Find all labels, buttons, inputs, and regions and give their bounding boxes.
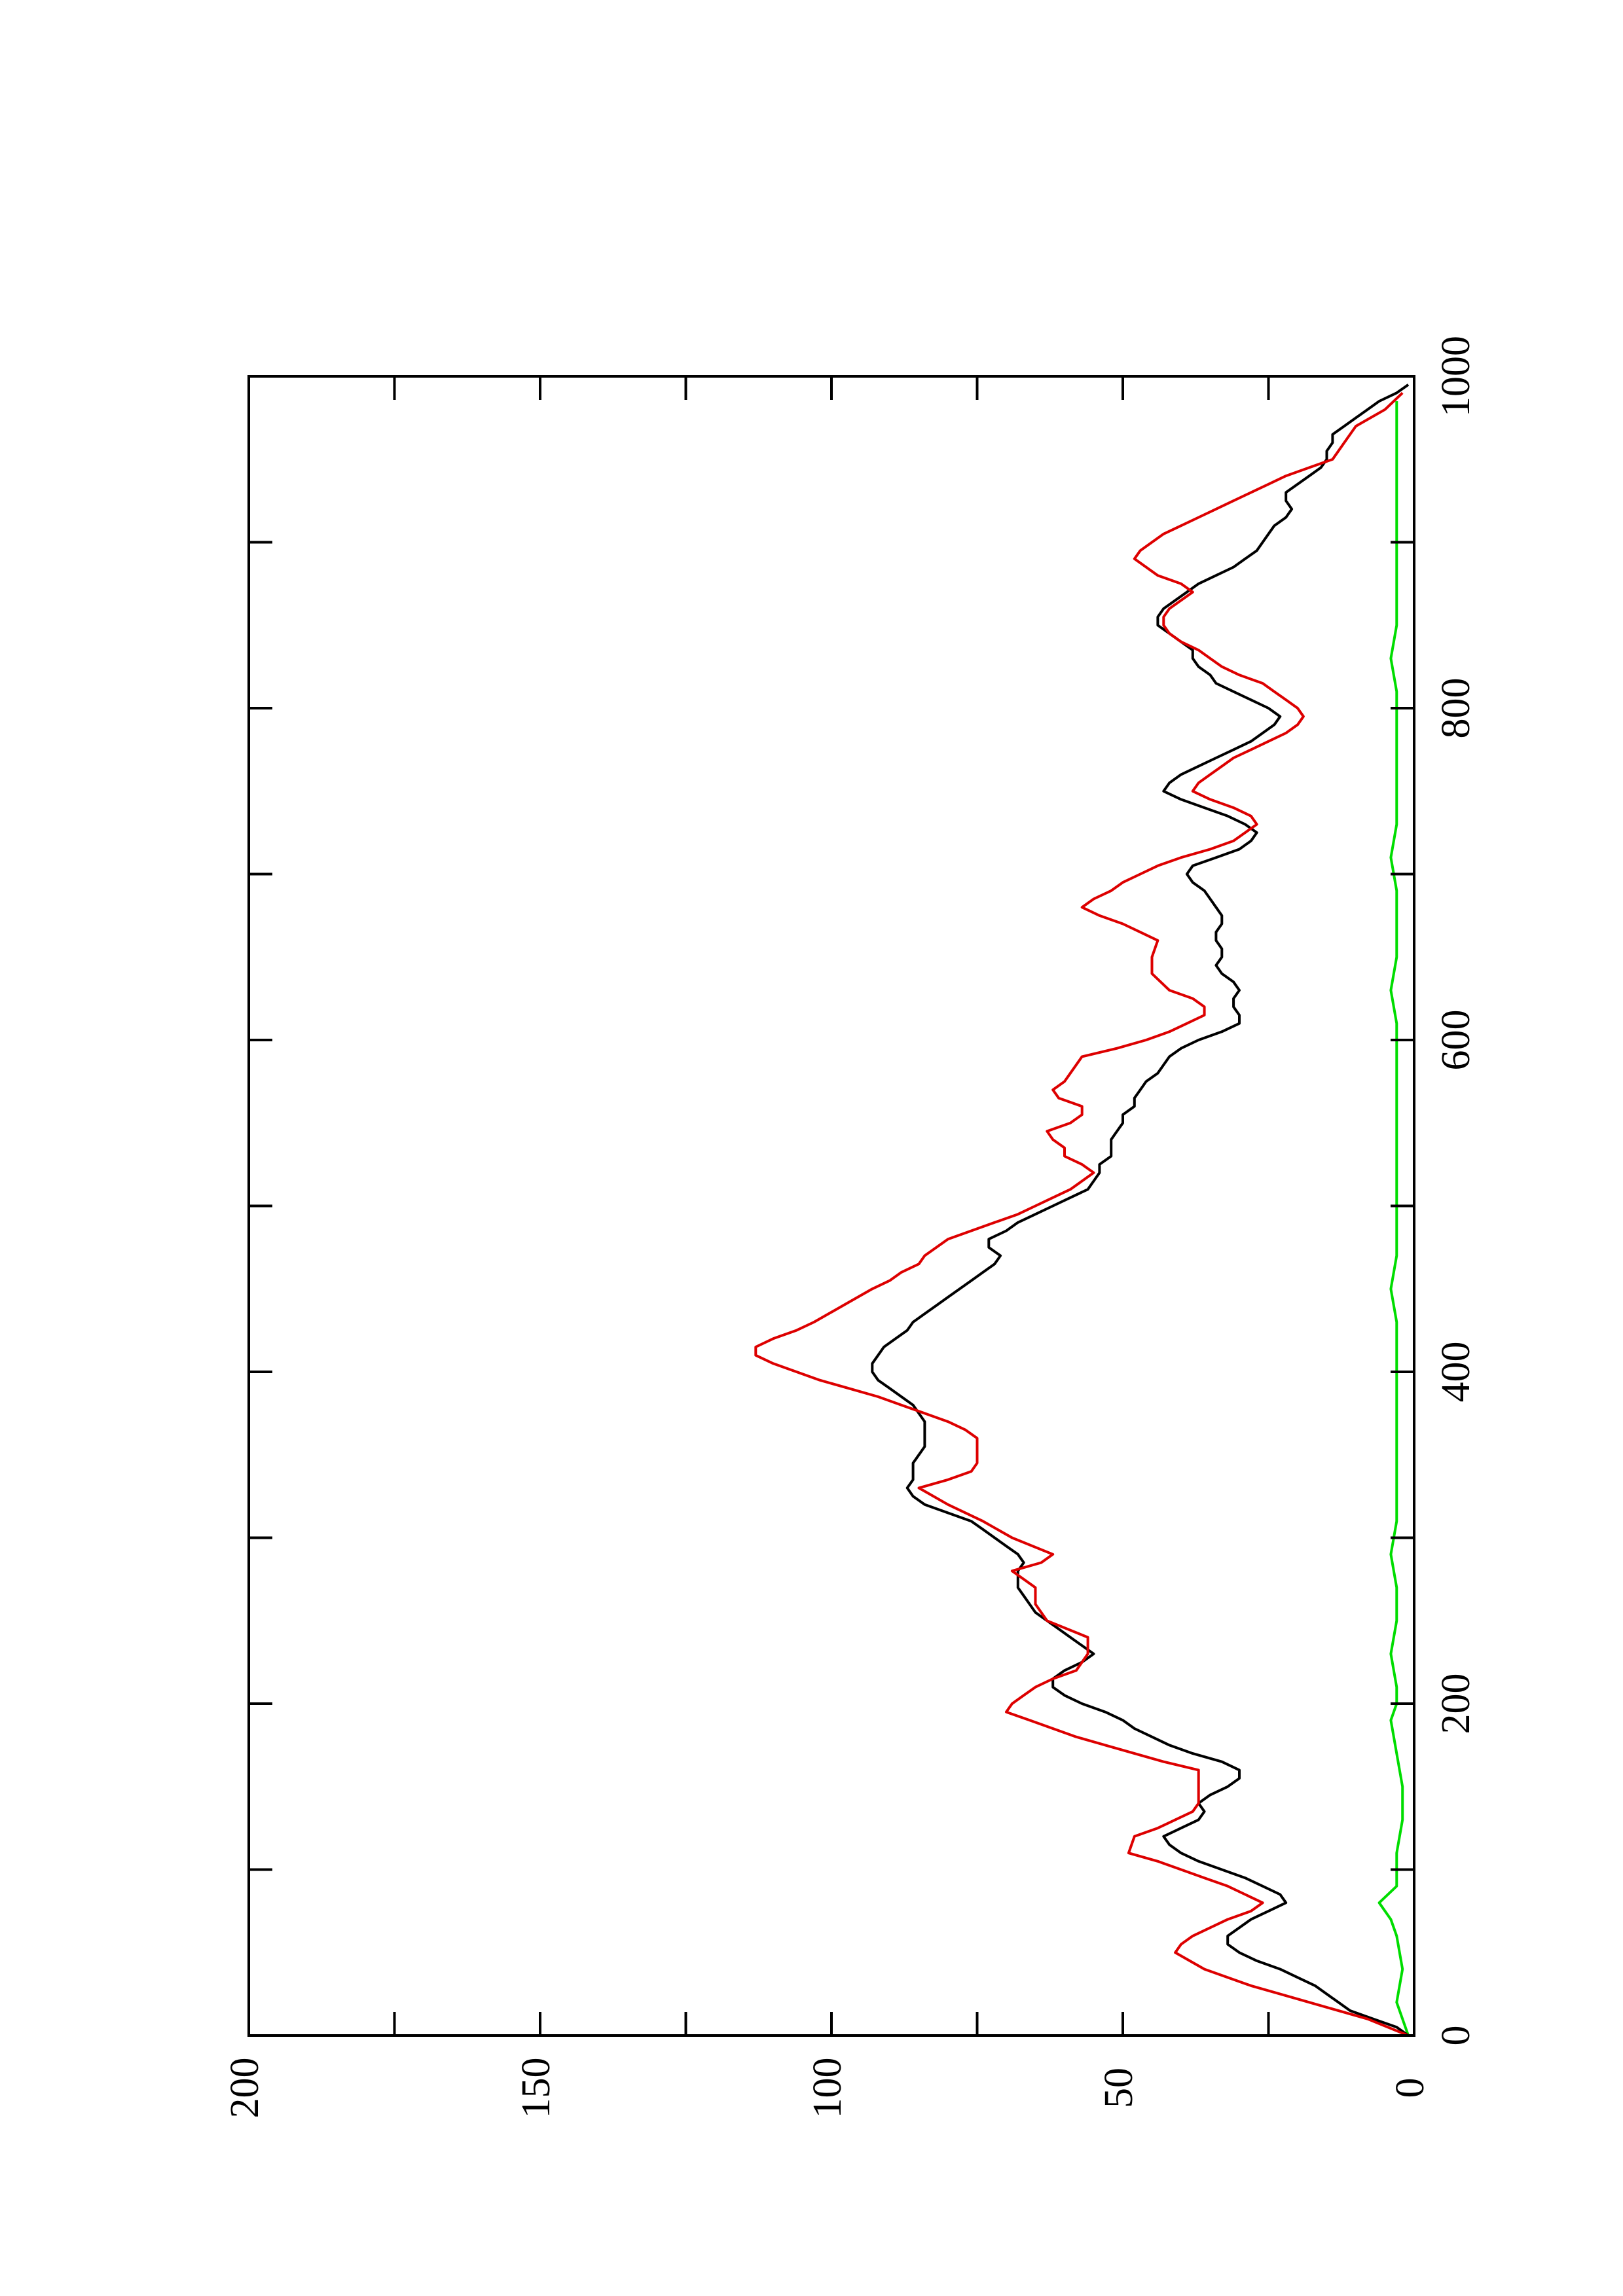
- y-tick-label: 100: [805, 2058, 850, 2119]
- axes: 0 200 400 600 800 1000 0 50 100 150 200: [223, 336, 1478, 2119]
- x-tick-label: 800: [1434, 678, 1478, 739]
- x-tick-label: 400: [1434, 1342, 1478, 1403]
- x-tick-label: 600: [1434, 1010, 1478, 1071]
- plot-frame: [247, 375, 1415, 2037]
- x-tick-label: 0: [1434, 2026, 1478, 2046]
- series-line-3: [754, 391, 1409, 2037]
- y-tick-label: 0: [1388, 2078, 1432, 2098]
- series-line-2: [871, 384, 1410, 2037]
- y-tick-label: 200: [223, 2058, 267, 2119]
- plot-area: [754, 384, 1410, 2037]
- series-line-1: [1377, 401, 1410, 2036]
- x-tick-label: 1000: [1434, 336, 1478, 417]
- x-tick-label: 200: [1434, 1674, 1478, 1734]
- y-tick-label: 50: [1097, 2068, 1141, 2108]
- y-tick-label: 150: [514, 2058, 558, 2119]
